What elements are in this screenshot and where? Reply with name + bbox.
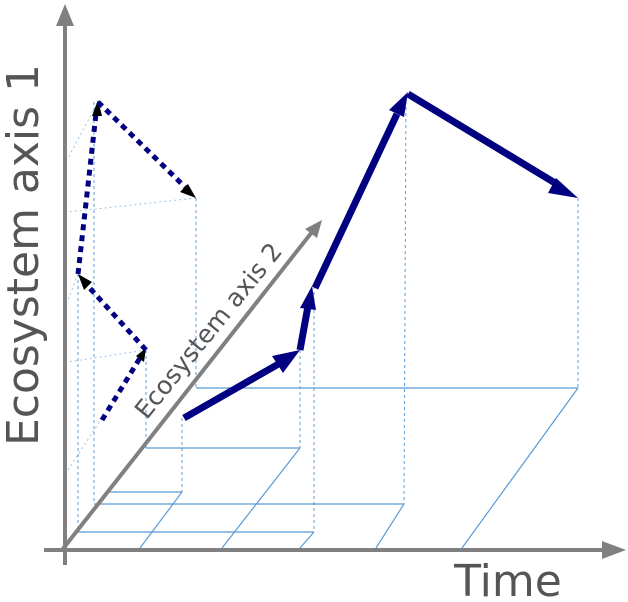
wall-seg-1 — [99, 356, 143, 422]
y-axis-label: Ecosystem axis 1 — [0, 64, 49, 446]
wall-projection-trajectory — [75, 100, 196, 422]
grid-diag-1 — [139, 491, 183, 549]
traj-arrow-4 — [548, 178, 578, 198]
wall-seg-3 — [75, 113, 99, 275]
time-axis-arrowhead — [602, 541, 626, 559]
wall-arrow-1 — [136, 348, 146, 362]
traj-arrow-2 — [300, 286, 316, 310]
grid-diag-2 — [221, 447, 301, 549]
wall-arrow-3 — [92, 100, 102, 116]
vertical-axis-arrowhead — [56, 4, 74, 26]
grid-diag-5 — [461, 387, 579, 549]
wall-arrow-4 — [180, 184, 196, 198]
z-axis-label: Ecosystem axis 2 — [129, 237, 288, 424]
wall-arrow-2 — [78, 274, 92, 290]
grid-diag-4 — [375, 503, 405, 549]
wall-seg-2 — [84, 282, 148, 352]
traj-seg-1 — [182, 358, 284, 422]
x-axis-label: Time — [453, 556, 562, 602]
projection-lines — [67, 101, 197, 471]
drop-line-4 — [403, 94, 407, 505]
axes — [44, 4, 626, 565]
traj-seg-2 — [296, 305, 312, 351]
traj-arrow-1 — [272, 350, 300, 373]
drop-lines — [77, 94, 579, 532]
traj-seg-4 — [406, 91, 562, 189]
proj-line-2 — [67, 197, 197, 213]
traj-arrow-3 — [389, 92, 408, 117]
floor-grid — [78, 387, 579, 549]
proj-line-5 — [67, 417, 103, 471]
grid-diag-3 — [299, 531, 315, 549]
proj-line-1 — [67, 101, 99, 159]
depth-axis — [60, 230, 314, 552]
proj-line-4 — [67, 273, 79, 301]
traj-seg-3 — [311, 112, 401, 290]
proj-line-3 — [67, 349, 147, 363]
main-trajectory — [182, 91, 578, 422]
depth-axis-arrowhead — [305, 220, 322, 238]
wall-seg-4 — [96, 100, 188, 190]
